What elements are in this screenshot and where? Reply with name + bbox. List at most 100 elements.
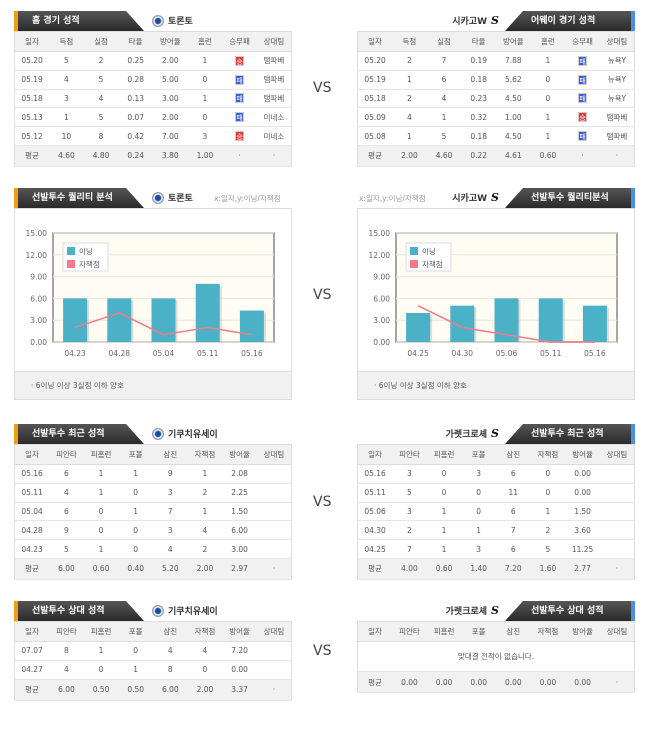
average-cell: 1.40 — [461, 558, 496, 580]
table-cell: 1 — [426, 539, 462, 559]
y-tick-label: 0.00 — [373, 338, 390, 347]
column-header: 포볼 — [118, 444, 153, 465]
table-cell: 0 — [530, 89, 566, 109]
y-tick-label: 12.00 — [26, 251, 48, 260]
column-header: 피홈런 — [83, 444, 119, 465]
average-cell: 평균 — [14, 145, 50, 167]
table-cell: 8 — [83, 126, 119, 146]
quality-chart: 0.00 3.00 6.00 9.00 12.00 15.00 04.23 04.28 05.0… — [14, 208, 292, 372]
table-cell: 0.42 — [118, 126, 153, 146]
average-cell: 0.00 — [392, 671, 427, 693]
table-cell: 5 — [83, 70, 119, 90]
y-tick-label: 15.00 — [369, 229, 391, 238]
table-cell: 1 — [83, 483, 119, 503]
average-cell: · — [256, 558, 292, 580]
table-row: 05.16 6 1 1 9 1 2.08 — [14, 464, 292, 484]
section-title: 선발투수 최근 성적 — [505, 424, 635, 444]
average-cell: 0.22 — [461, 145, 496, 167]
average-cell: 평균 — [14, 679, 50, 701]
average-cell: 2.00 — [187, 558, 223, 580]
table-header-row: 일자 득점 실점 타율 방어율 홈런 승무패 상대팀 — [357, 31, 635, 52]
table-row: 05.08 1 5 0.18 4.50 1 패 탬파베 — [357, 126, 635, 146]
recent-away-panel: 선발투수 최근 성적 가렛크로셰 S 일자 피안타 피홈런 포볼 삼진 자책점 방어율 상대팀 05.… — [357, 424, 635, 580]
table-cell: 7.20 — [222, 641, 257, 661]
table-cell — [256, 483, 292, 503]
table-cell: 0.00 — [565, 464, 600, 484]
table-cell: 05.11 — [14, 483, 50, 503]
table-cell: 3.60 — [565, 520, 600, 541]
table-cell: 1.50 — [565, 502, 600, 522]
table-cell — [256, 539, 292, 559]
win-badge: 승 — [578, 112, 588, 123]
table-cell: 0.23 — [461, 89, 496, 109]
table-cell: 패 — [565, 70, 600, 90]
loss-badge: 패 — [235, 112, 245, 123]
table-cell: 11 — [496, 483, 531, 503]
column-header: 일자 — [357, 444, 393, 465]
legend-label: 자책점 — [422, 259, 443, 269]
table-cell: 05.20 — [14, 51, 50, 71]
section-title: 선발투수 퀄리티분석 — [505, 188, 635, 208]
table-cell: 07.07 — [14, 641, 50, 661]
legend-swatch-er — [410, 260, 418, 268]
white-sox-logo-icon: S — [491, 604, 499, 617]
table-cell: 5.00 — [153, 70, 188, 90]
column-header: 타율 — [118, 31, 153, 52]
legend-label: 이닝 — [422, 246, 436, 256]
table-cell: 05.06 — [357, 502, 393, 522]
table-cell: 05.18 — [14, 89, 50, 109]
average-cell: 5.20 — [153, 558, 188, 580]
table-cell: 0 — [118, 483, 153, 503]
table-cell: 7 — [496, 520, 531, 541]
column-header: 방어율 — [496, 31, 531, 52]
table-cell: 2.25 — [222, 483, 257, 503]
x-tick-label: 05.06 — [496, 349, 518, 358]
average-cell: 6.00 — [49, 558, 84, 580]
average-cell: 4.00 — [392, 558, 427, 580]
white-sox-logo-icon: S — [491, 191, 499, 204]
table-cell: 1 — [530, 51, 566, 71]
column-header: 타율 — [461, 31, 496, 52]
table-cell: 0.28 — [118, 70, 153, 90]
x-tick-label: 04.25 — [407, 349, 429, 358]
white-sox-logo-icon: S — [491, 14, 499, 27]
average-cell: 6.00 — [153, 679, 188, 701]
table-row: 04.28 9 0 0 3 4 6.00 — [14, 520, 292, 541]
table-cell: 미네소 — [256, 107, 292, 128]
table-cell: 5 — [49, 539, 84, 559]
table-cell — [256, 641, 292, 661]
table-cell: 0 — [83, 520, 119, 541]
table-cell: 뉴욕Y — [599, 70, 635, 90]
table-cell: 뉴욕Y — [599, 51, 635, 71]
loss-badge: 패 — [578, 74, 588, 85]
average-cell: · — [256, 679, 292, 701]
table-cell: 1 — [426, 502, 462, 522]
table-cell: 7 — [392, 539, 427, 559]
x-tick-label: 04.30 — [452, 349, 474, 358]
average-cell: 0.00 — [496, 671, 531, 693]
table-cell — [599, 539, 635, 559]
table-cell: 05.20 — [357, 51, 393, 71]
team-label: 기쿠치유세이 — [152, 427, 218, 440]
table-cell: 6 — [496, 464, 531, 484]
table-cell: 0 — [426, 464, 462, 484]
table-cell: 0 — [118, 641, 153, 661]
table-cell: 0 — [530, 464, 566, 484]
table-cell: 2 — [392, 51, 427, 71]
average-cell: 평균 — [14, 558, 50, 580]
average-cell: 2.77 — [565, 558, 600, 580]
table-cell: 1 — [187, 464, 223, 484]
y-tick-label: 3.00 — [30, 316, 47, 325]
column-header: 실점 — [426, 31, 462, 52]
y-tick-label: 9.00 — [30, 273, 47, 282]
table-row: 04.27 4 0 1 8 0 0.00 — [14, 660, 292, 680]
team-name: 토론토 — [168, 194, 193, 204]
table-cell: 1 — [426, 107, 462, 128]
innings-bar — [239, 310, 264, 342]
y-tick-label: 12.00 — [369, 251, 391, 260]
table-cell: 2 — [392, 89, 427, 109]
column-header: 상대팀 — [256, 621, 292, 642]
table-cell: 1 — [392, 70, 427, 90]
innings-bar — [582, 305, 607, 342]
